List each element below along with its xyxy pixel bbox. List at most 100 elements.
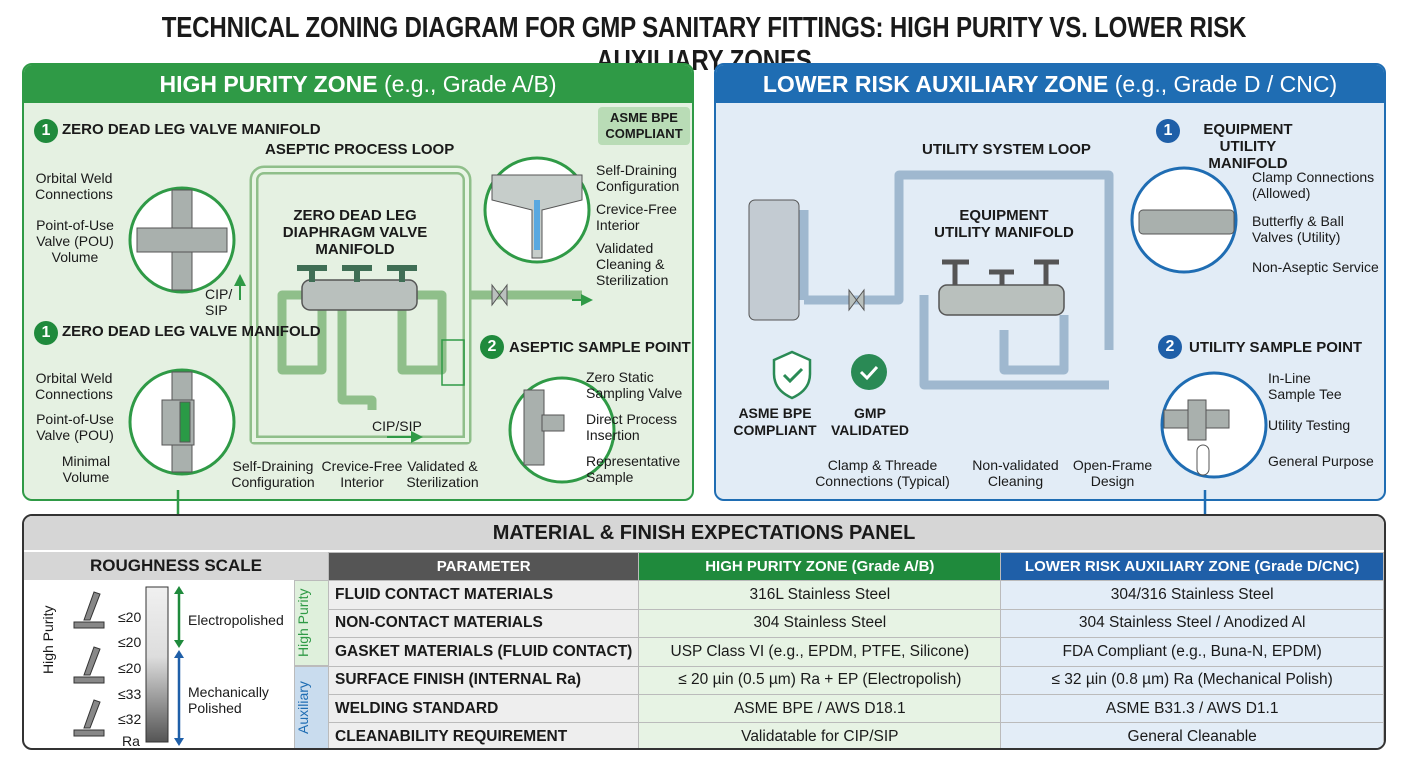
asme-bpe-badge: ASME BPE COMPLIANT bbox=[598, 107, 690, 145]
cip-sip-label: CIP/SIP bbox=[372, 418, 422, 434]
label: Clamp Connections (Allowed) bbox=[1252, 169, 1375, 201]
parameter-cell: CLEANABILITY REQUIREMENT bbox=[327, 722, 640, 748]
col-lower-risk: LOWER RISK AUXILIARY ZONE (Grade D/CNC) bbox=[1000, 551, 1384, 582]
high-purity-cell: 316L Stainless Steel bbox=[638, 580, 1002, 610]
callout-title: EQUIPMENT UTILITY MANIFOLD bbox=[1203, 121, 1293, 172]
panel-title: MATERIAL & FINISH EXPECTATIONS PANEL bbox=[24, 516, 1384, 550]
parameter-cell: FLUID CONTACT MATERIALS bbox=[327, 580, 640, 610]
label: Crevice-Free Interior bbox=[596, 201, 677, 233]
callout-title: ZERO DEAD LEG VALVE MANIFOLD bbox=[62, 323, 321, 340]
roughness-scale-title: ROUGHNESS SCALE bbox=[24, 552, 328, 580]
lower-risk-cell: ASME B31.3 / AWS D1.1 bbox=[1000, 693, 1384, 724]
label: Validated Cleaning & Sterilization bbox=[596, 240, 669, 288]
range-electropolished: Electropolished bbox=[188, 612, 284, 628]
lower-risk-cell: 304/316 Stainless Steel bbox=[1000, 580, 1384, 610]
tick: ≤32 bbox=[118, 711, 142, 727]
label: Representative Sample bbox=[586, 453, 681, 485]
lower-risk-cell: 304 Stainless Steel / Anodized Al bbox=[1000, 608, 1384, 639]
callout-number-2: 2 bbox=[1158, 335, 1182, 359]
tick: ≤20 bbox=[118, 609, 142, 625]
callout-number-2: 2 bbox=[480, 335, 504, 359]
microscope-icon bbox=[73, 591, 105, 629]
tick: Ra bbox=[122, 733, 140, 749]
material-finish-panel: MATERIAL & FINISH EXPECTATIONS PANEL ROU… bbox=[22, 514, 1386, 750]
callout-number-1: 1 bbox=[34, 119, 58, 143]
lower-risk-cell: FDA Compliant (e.g., Buna-N, EPDM) bbox=[1000, 637, 1384, 667]
manifold-title: EQUIPMENT UTILITY MANIFOLD bbox=[934, 207, 1074, 241]
lower-risk-cell: ≤ 32 µin (0.8 µm) Ra (Mechanical Polish) bbox=[1000, 665, 1384, 695]
label: Butterfly & Ball Valves (Utility) bbox=[1252, 213, 1344, 245]
table-row: NON-CONTACT MATERIALS 304 Stainless Steel… bbox=[327, 608, 1384, 639]
callout-number-1: 1 bbox=[1156, 119, 1180, 143]
roughness-scale-graphic bbox=[73, 586, 184, 746]
header-rest: (e.g., Grade A/B) bbox=[377, 71, 557, 97]
tick: ≤33 bbox=[118, 686, 142, 702]
microscope-icon bbox=[73, 699, 105, 737]
label: Non-Aseptic Service bbox=[1252, 259, 1379, 275]
col-high-purity: HIGH PURITY ZONE (Grade A/B) bbox=[638, 551, 1002, 582]
header-rest: (e.g., Grade D / CNC) bbox=[1108, 71, 1338, 97]
table-row: FLUID CONTACT MATERIALS 316L Stainless St… bbox=[327, 580, 1384, 610]
table-row: SURFACE FINISH (INTERNAL Ra) ≤ 20 µin (0.… bbox=[327, 665, 1384, 695]
aseptic-loop-drawing bbox=[128, 156, 616, 484]
roughness-axis-label: High Purity bbox=[40, 605, 56, 674]
loop-title: UTILITY SYSTEM LOOP bbox=[922, 141, 1091, 158]
cip-sip-label: CIP/ SIP bbox=[205, 286, 233, 318]
table-row: WELDING STANDARD ASME BPE / AWS D18.1 ASME… bbox=[327, 693, 1384, 724]
high-purity-cell: USP Class VI (e.g., EPDM, PTFE, Silicone… bbox=[638, 637, 1002, 667]
label: Self-Draining Configuration bbox=[231, 458, 315, 490]
parameter-cell: NON-CONTACT MATERIALS bbox=[327, 608, 640, 639]
label: Orbital Weld Connections bbox=[35, 170, 113, 202]
parameter-cell: WELDING STANDARD bbox=[327, 693, 640, 724]
label: Utility Testing bbox=[1268, 417, 1351, 433]
label: Crevice-Free Interior bbox=[321, 458, 403, 490]
parameter-cell: GASKET MATERIALS (FLUID CONTACT) bbox=[327, 637, 640, 667]
high-purity-cell: ASME BPE / AWS D18.1 bbox=[638, 693, 1002, 724]
table-row: GASKET MATERIALS (FLUID CONTACT) USP Clas… bbox=[327, 637, 1384, 667]
label: Minimal Volume bbox=[61, 453, 111, 485]
label: In-Line Sample Tee bbox=[1268, 370, 1342, 402]
label: Open-Frame Design bbox=[1072, 457, 1153, 489]
callout-title: UTILITY SAMPLE POINT bbox=[1189, 339, 1363, 356]
high-purity-cell: ≤ 20 µin (0.5 µm) Ra + EP (Electropolish… bbox=[638, 665, 1002, 695]
gmp-validated-badge: GMP VALIDATED bbox=[830, 405, 910, 438]
header-bold: HIGH PURITY ZONE bbox=[159, 71, 378, 97]
high-purity-header: HIGH PURITY ZONE (e.g., Grade A/B) bbox=[24, 65, 692, 103]
high-purity-cell: 304 Stainless Steel bbox=[638, 608, 1002, 639]
parameter-cell: SURFACE FINISH (INTERNAL Ra) bbox=[327, 665, 640, 695]
label: Point-of-Use Valve (POU) Volume bbox=[36, 217, 114, 265]
label: Orbital Weld Connections bbox=[35, 370, 113, 402]
label: General Purpose bbox=[1268, 453, 1374, 469]
callout-number-1b: 1 bbox=[34, 321, 58, 345]
loop-title: ASEPTIC PROCESS LOOP bbox=[265, 141, 455, 158]
lower-risk-header: LOWER RISK AUXILIARY ZONE (e.g., Grade D… bbox=[716, 65, 1384, 103]
table-header-row: PARAMETER HIGH PURITY ZONE (Grade A/B) L… bbox=[327, 551, 1384, 582]
table-row: CLEANABILITY REQUIREMENT Validatable for … bbox=[327, 722, 1384, 748]
range-mechanically-polished: Mechanically Polished bbox=[188, 684, 269, 716]
page-title: TECHNICAL ZONING DIAGRAM FOR GMP SANITAR… bbox=[161, 12, 1247, 77]
side-label-high-purity: High Purity bbox=[294, 580, 329, 666]
material-table: PARAMETER HIGH PURITY ZONE (Grade A/B) L… bbox=[327, 551, 1384, 748]
side-label-auxiliary: Auxiliary bbox=[294, 666, 329, 748]
manifold-title: ZERO DEAD LEG DIAPHRAGM VALVE MANIFOLD bbox=[282, 207, 428, 258]
lower-risk-cell: General Cleanable bbox=[1000, 722, 1384, 748]
col-parameter: PARAMETER bbox=[327, 551, 640, 582]
label: Zero Static Sampling Valve bbox=[586, 369, 683, 401]
utility-loop-drawing bbox=[748, 166, 1268, 479]
tick: ≤20 bbox=[118, 634, 142, 650]
high-purity-cell: Validatable for CIP/SIP bbox=[638, 722, 1002, 748]
label: Validated & Sterilization bbox=[406, 458, 479, 490]
label: Self-Draining Configuration bbox=[596, 162, 680, 194]
lower-risk-zone-panel: LOWER RISK AUXILIARY ZONE (e.g., Grade D… bbox=[714, 63, 1386, 501]
callout-title: ASEPTIC SAMPLE POINT bbox=[509, 339, 691, 356]
label: Non-validated Cleaning bbox=[972, 457, 1059, 489]
label: Direct Process Insertion bbox=[586, 411, 678, 443]
asme-bpe-badge: ASME BPE COMPLIANT bbox=[733, 405, 817, 438]
label: Clamp & Threade Connections (Typical) bbox=[815, 457, 950, 489]
label: Point-of-Use Valve (POU) bbox=[36, 411, 114, 443]
callout-title: ZERO DEAD LEG VALVE MANIFOLD bbox=[62, 121, 321, 138]
header-bold: LOWER RISK AUXILIARY ZONE bbox=[762, 71, 1109, 97]
tick: ≤20 bbox=[118, 660, 142, 676]
microscope-icon bbox=[73, 646, 105, 684]
panel-title-text: MATERIAL & FINISH EXPECTATIONS PANEL bbox=[492, 522, 916, 544]
